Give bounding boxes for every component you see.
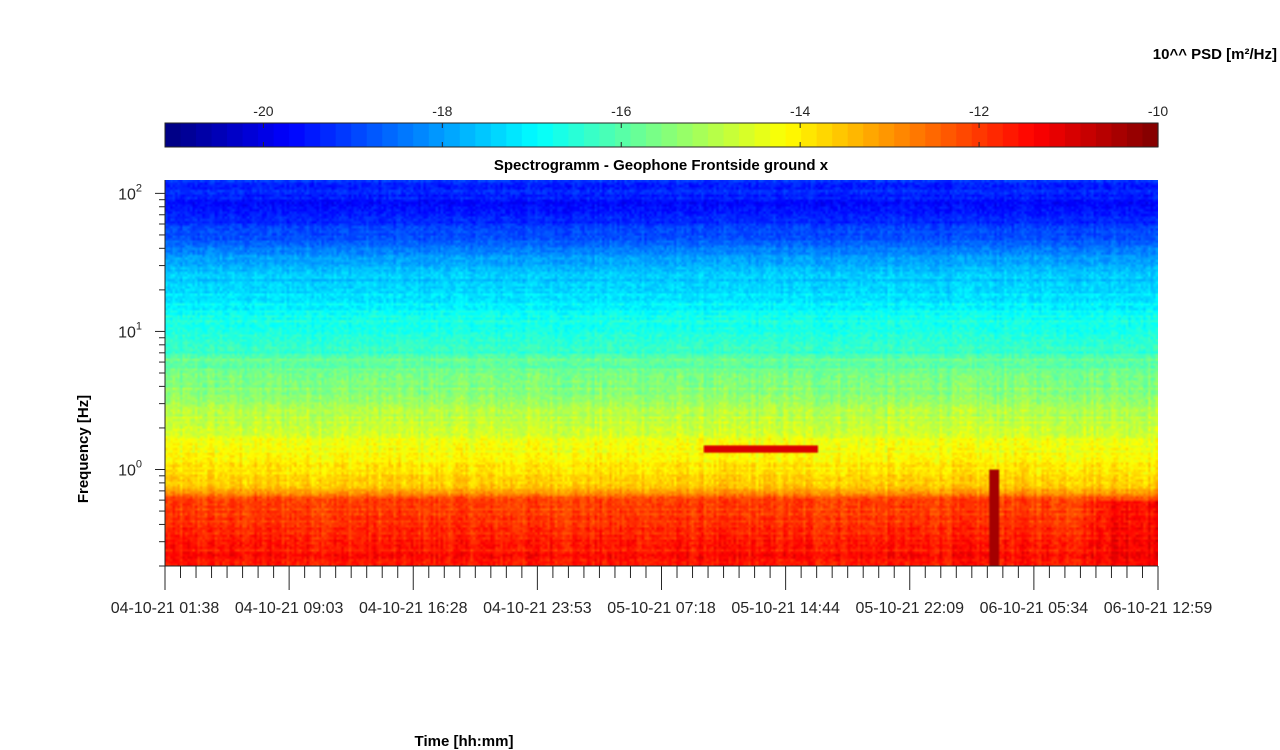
colorbar-cell [552,123,570,147]
colorbar-cell [335,123,352,147]
colorbar-cell [770,123,787,147]
colorbar-cell [459,123,476,147]
colorbar-cell [614,123,632,147]
colorbar-cell [1080,123,1097,147]
colorbar-cell [630,123,647,147]
colorbar-cell [754,123,771,147]
spectrogram-heatmap [165,180,1158,566]
x-tick-label: 04-10-21 23:53 [483,600,592,617]
colorbar-cell [940,123,957,147]
colorbar-cell [568,123,585,147]
x-tick-label: 04-10-21 01:38 [111,600,220,617]
y-axis: 100 101 102 [118,180,166,567]
colorbar-tick-label: -16 [611,103,631,119]
colorbar-cell [1126,123,1144,147]
colorbar-cell [1142,123,1159,147]
colorbar-cell [1049,123,1066,147]
y-tick-label: 102 [118,182,142,203]
colorbar-cell [304,123,321,147]
colorbar-cell [878,123,895,147]
x-axis-label: Time [hh:mm] [415,733,514,750]
colorbar-cell [1033,123,1050,147]
colorbar-cell [196,123,213,147]
colorbar-cell [1018,123,1035,147]
colorbar-cell [475,123,492,147]
colorbar: -20 -18 -16 -14 -12 -10 [164,103,1168,148]
y-tick-label: 100 [118,459,142,480]
colorbar-cell [506,123,523,147]
colorbar-cell [956,123,973,147]
colorbar-cell [1064,123,1082,147]
colorbar-cell [863,123,880,147]
colorbar-cell [692,123,709,147]
colorbar-cell [661,123,678,147]
colorbar-cell [909,123,926,147]
x-tick-label: 06-10-21 05:34 [980,600,1089,617]
colorbar-cell [1111,123,1128,147]
colorbar-ticks: -20 -18 -16 -14 -12 -10 [253,103,1168,147]
x-axis: 04-10-21 01:38 04-10-21 09:03 04-10-21 16:… [111,565,1213,617]
colorbar-cell [180,123,197,147]
chart-title: Spectrogramm - Geophone Frontside ground… [494,157,829,174]
x-tick-label: 06-10-21 12:59 [1104,600,1213,617]
x-tick-label: 04-10-21 16:28 [359,600,468,617]
colorbar-cell [444,123,461,147]
colorbar-cell [987,123,1004,147]
colorbar-cell [211,123,228,147]
colorbar-frame [164,122,1159,148]
colorbar-tick-label: -14 [790,103,810,119]
colorbar-cell [366,123,383,147]
colorbar-cell [832,123,849,147]
colorbar-cell [847,123,864,147]
colorbar-cell [1002,123,1019,147]
colorbar-cell [258,123,275,147]
colorbar-cell [227,123,244,147]
colorbar-tick-label: -20 [253,103,273,119]
colorbar-cell [971,123,988,147]
colorbar-cell [382,123,399,147]
colorbar-cell [599,123,616,147]
colorbar-cell [785,123,802,147]
x-tick-label: 05-10-21 14:44 [731,600,840,617]
colorbar-tick-label: -18 [432,103,452,119]
colorbar-cell [925,123,942,147]
colorbar-cell [289,123,306,147]
x-tick-label: 04-10-21 09:03 [235,600,344,617]
colorbar-cell [677,123,694,147]
x-tick-label: 05-10-21 07:18 [607,600,716,617]
colorbar-cell [413,123,430,147]
colorbar-tick-label: -10 [1148,103,1168,119]
y-axis-label: Frequency [Hz] [75,395,92,503]
colorbar-cell [583,123,601,147]
colorbar-cell [521,123,538,147]
colorbar-cell [1095,123,1113,147]
colorbar-cell [320,123,337,147]
colorbar-cell [537,123,554,147]
colorbar-cell [397,123,414,147]
colorbar-cell [165,123,182,147]
colorbar-tick-label: -12 [969,103,989,119]
colorbar-cell [894,123,911,147]
x-tick-label: 05-10-21 22:09 [855,600,964,617]
colorbar-cell [645,123,663,147]
colorbar-cell [723,123,740,147]
colorbar-cell [708,123,725,147]
plot-area [165,180,1158,566]
colorbar-gradient [165,123,1159,147]
y-tick-label: 101 [118,320,142,341]
colorbar-cell [490,123,507,147]
colorbar-cell [816,123,833,147]
colorbar-cell [273,123,290,147]
colorbar-cell [428,123,445,147]
colorbar-label: 10^^ PSD [m²/Hz] [1153,46,1277,63]
colorbar-cell [242,123,259,147]
colorbar-cell [739,123,756,147]
colorbar-cell [351,123,368,147]
colorbar-cell [801,123,818,147]
